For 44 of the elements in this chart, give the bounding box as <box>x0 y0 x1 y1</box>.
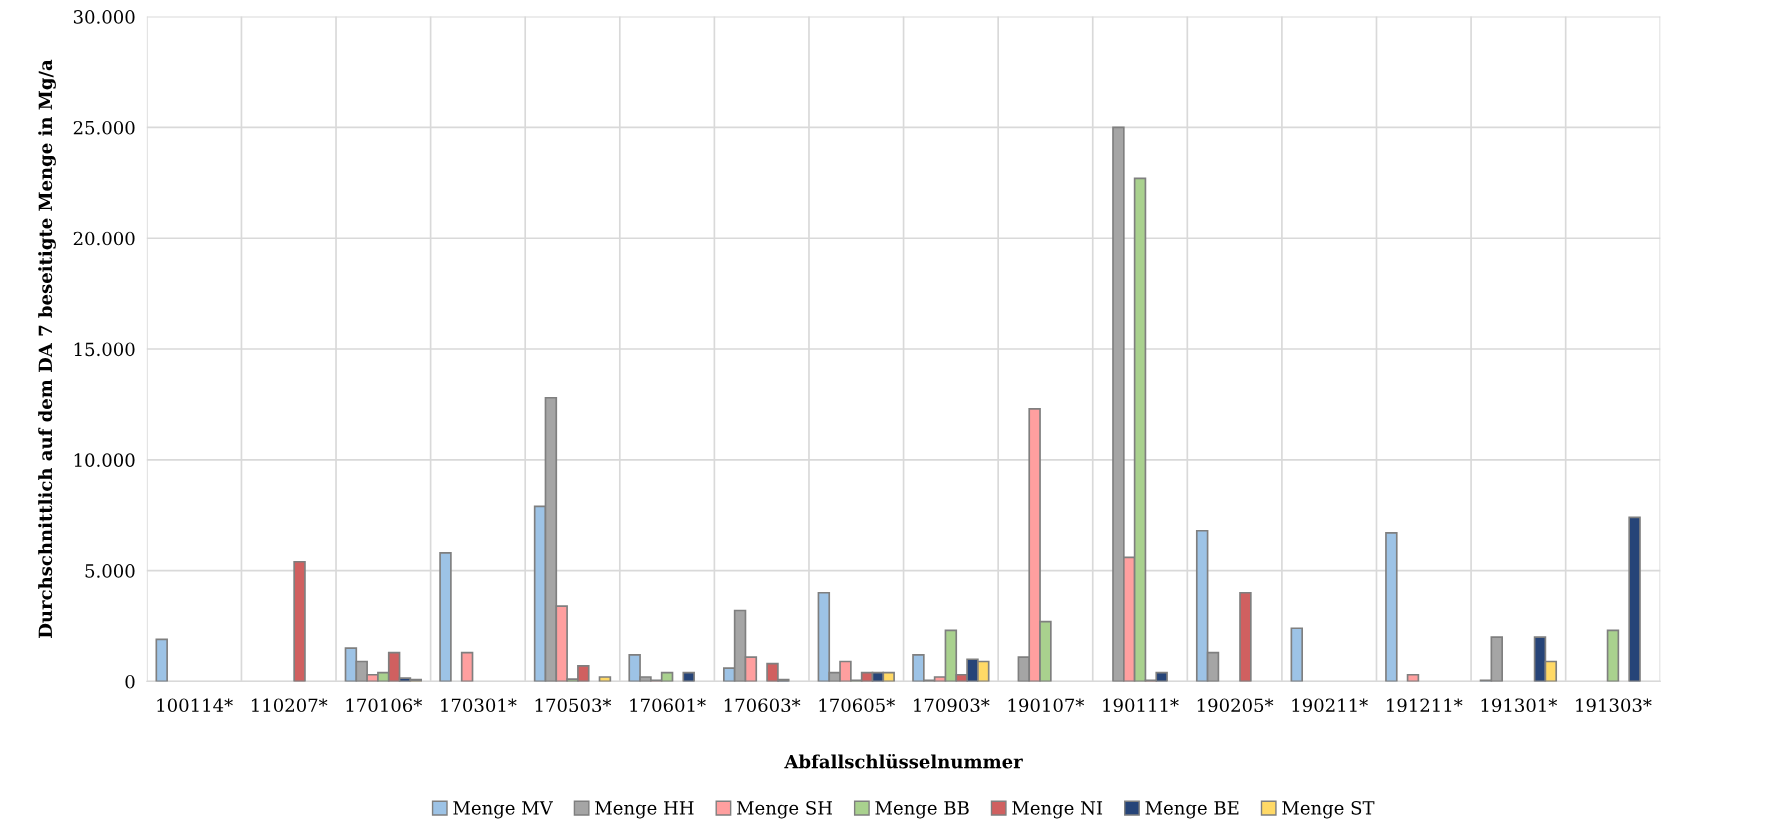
legend-label: Menge BB <box>875 801 969 819</box>
bar <box>460 651 474 682</box>
x-tick-label: 190107* <box>1008 698 1085 713</box>
bar <box>155 638 168 682</box>
y-tick-label: 25.000 <box>73 120 135 135</box>
legend-label: Menge NI <box>1012 801 1103 819</box>
x-tick-label: 170903* <box>914 698 990 713</box>
legend-label: Menge HH <box>595 801 694 819</box>
x-tick-label: 190111* <box>1103 698 1179 713</box>
x-tick-label: 170601* <box>630 698 706 713</box>
y-tick-label: 0 <box>125 674 135 689</box>
legend-label: Menge BE <box>1145 801 1239 819</box>
y-tick-label: 20.000 <box>73 231 135 246</box>
x-tick-label: 170605* <box>819 698 895 713</box>
legend-label: Menge ST <box>1282 801 1375 819</box>
bar <box>293 560 306 682</box>
bar <box>1628 516 1641 682</box>
y-tick-label: 10.000 <box>74 453 135 467</box>
x-tick-label: 170106* <box>346 698 423 713</box>
x-tick-label: 170603* <box>724 698 801 713</box>
bar <box>439 552 452 682</box>
bar <box>598 676 612 682</box>
legend-label: Menge MV <box>453 801 553 819</box>
x-tick-label: 100114* <box>157 698 233 713</box>
legend-label: Menge SH <box>736 801 832 819</box>
x-tick-label: 191303* <box>1576 698 1652 713</box>
bar <box>1290 627 1304 682</box>
bar <box>1385 532 1398 682</box>
x-axis-title: Abfallschlüsselnummer <box>784 753 1023 769</box>
bar <box>682 671 695 682</box>
x-tick-label: 191211* <box>1387 698 1463 713</box>
y-tick-label: 30.000 <box>73 10 135 24</box>
y-tick-label: 15.000 <box>74 342 135 357</box>
x-tick-label: 190211* <box>1292 698 1368 713</box>
x-tick-label: 190205* <box>1197 698 1274 713</box>
x-tick-label: 170301* <box>441 698 517 713</box>
bar <box>1606 629 1620 682</box>
y-tick-label: 5.000 <box>85 564 135 578</box>
bar <box>1239 591 1252 682</box>
y-axis-title: Durchschnittlich auf dem DA 7 beseitigte Menge in Mg/a <box>38 59 56 638</box>
x-tick-label: 191301* <box>1481 698 1558 713</box>
x-tick-label: 170503* <box>535 698 612 713</box>
bar <box>1406 673 1420 682</box>
x-tick-label: 110207* <box>251 698 328 713</box>
